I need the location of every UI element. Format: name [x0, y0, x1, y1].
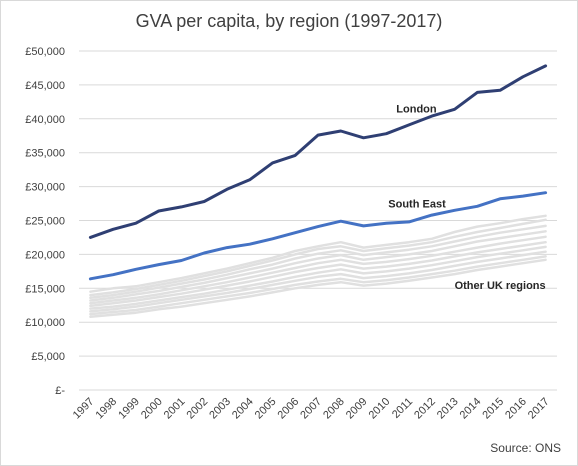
y-tick-label: £15,000 — [25, 283, 65, 295]
x-tick-label: 2001 — [162, 396, 188, 422]
x-tick-label: 2002 — [185, 396, 211, 422]
x-tick-label: 2005 — [253, 396, 279, 422]
x-tick-label: 2015 — [480, 396, 506, 422]
x-tick-label: 2017 — [526, 396, 552, 422]
source-note: Source: ONS — [490, 441, 561, 455]
chart-title: GVA per capita, by region (1997-2017) — [135, 11, 443, 31]
series-line-other-region — [89, 258, 547, 319]
series-line-south-east — [88, 191, 548, 281]
y-tick-label: £45,000 — [25, 80, 65, 92]
x-tick-label: 2016 — [503, 396, 529, 422]
y-tick-label: £40,000 — [25, 114, 65, 126]
x-tick-label: 2008 — [321, 396, 347, 422]
y-tick-label: £20,000 — [25, 249, 65, 261]
series-line-other-region — [89, 224, 547, 300]
series-line-other-region — [89, 240, 547, 308]
y-tick-label: £25,000 — [25, 216, 65, 228]
series-annotation: Other UK regions — [455, 280, 546, 292]
x-tick-label: 2004 — [230, 396, 256, 422]
y-tick-label: £35,000 — [25, 148, 65, 160]
x-tick-label: 2009 — [344, 396, 370, 422]
series-annotation: London — [396, 104, 437, 116]
y-tick-label: £30,000 — [25, 182, 65, 194]
series-line-other-region — [89, 235, 547, 305]
x-tick-label: 2007 — [298, 396, 324, 422]
series-line-other-region — [89, 245, 547, 310]
x-tick-label: 2010 — [367, 396, 393, 422]
y-tick-label: £10,000 — [25, 317, 65, 329]
x-tick-label: 1998 — [93, 396, 119, 422]
series-line-other-region — [89, 230, 547, 302]
y-tick-label: £- — [55, 385, 65, 397]
x-tick-label: 2011 — [390, 396, 415, 421]
series-line-other-region — [89, 218, 547, 297]
x-tick-label: 2006 — [276, 396, 302, 422]
x-tick-label: 2003 — [207, 396, 233, 422]
series-line-other-region — [89, 250, 547, 313]
x-tick-label: 2000 — [139, 396, 165, 422]
series-line-other-region — [89, 255, 547, 316]
x-tick-label: 2012 — [412, 396, 438, 422]
series-line-london — [88, 64, 548, 239]
y-tick-label: £5,000 — [31, 351, 65, 363]
x-tick-label: 1997 — [71, 396, 97, 422]
y-tick-label: £50,000 — [25, 46, 65, 58]
x-tick-label: 2013 — [435, 396, 461, 422]
x-tick-label: 2014 — [458, 396, 484, 422]
series-annotation: South East — [388, 199, 446, 211]
x-tick-label: 1999 — [116, 396, 142, 422]
series-line-other-region — [89, 214, 547, 293]
